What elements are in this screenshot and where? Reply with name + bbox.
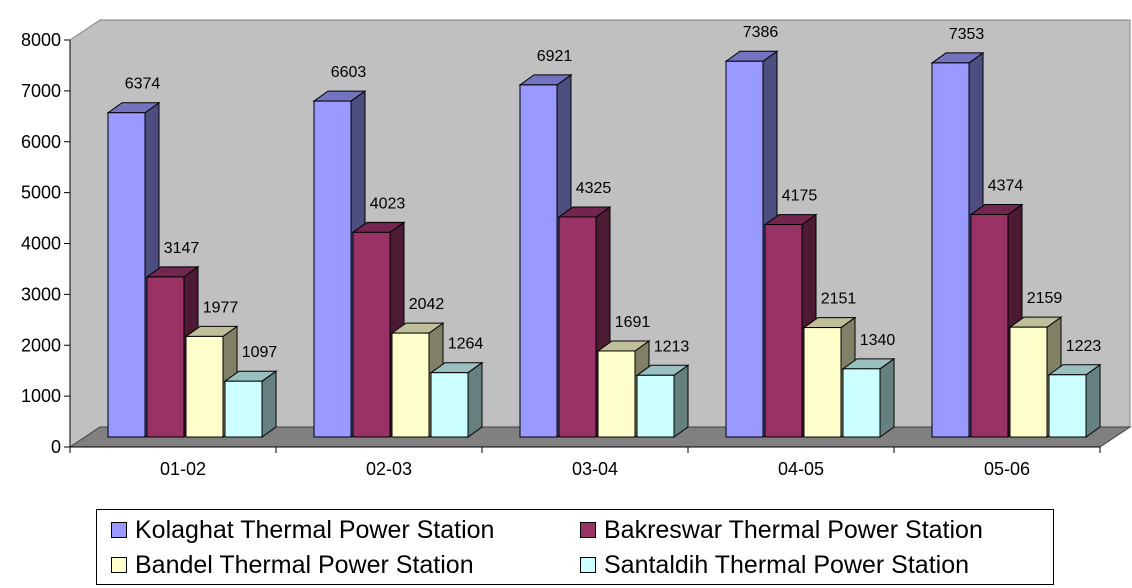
data-label-s0-c4: 7353 — [949, 26, 985, 43]
data-label-s3-c0: 1097 — [242, 344, 278, 361]
y-tick-label-5: 5000 — [21, 183, 61, 203]
y-tick-label-4: 4000 — [21, 234, 61, 254]
bar-s1-c1 — [352, 231, 391, 438]
y-tick-label-6: 6000 — [21, 132, 61, 152]
data-label-s2-c1: 2042 — [409, 296, 445, 313]
data-label-s2-c0: 1977 — [203, 299, 239, 316]
data-label-s3-c2: 1213 — [654, 338, 690, 355]
x-tick-label-0: 01-02 — [160, 459, 206, 479]
legend-item-bakreswar: Bakreswar Thermal Power Station — [580, 515, 983, 545]
bar-s0-c1 — [313, 100, 352, 438]
y-tick-label-8: 8000 — [21, 30, 61, 50]
chart-svg: 0 1000 2000 3000 4000 5000 6000 7000 8000 01-02 02… — [21, 19, 1132, 479]
legend-swatch-bandel — [111, 557, 127, 573]
data-label-s0-c1: 6603 — [331, 64, 367, 81]
bar-s2-c0 — [185, 335, 224, 438]
bar-s3-c1 — [430, 372, 469, 438]
y-tick-label-0: 0 — [51, 437, 61, 457]
data-label-s2-c3: 2151 — [821, 291, 857, 308]
data-label-s0-c0: 6374 — [125, 76, 161, 93]
bar-s1-c3 — [764, 224, 803, 438]
bar-side-s3-c4 — [1085, 363, 1101, 438]
x-tick-label-2: 03-04 — [572, 459, 618, 479]
data-label-s2-c2: 1691 — [615, 314, 651, 331]
x-tick-label-3: 04-05 — [778, 459, 824, 479]
legend-item-bandel: Bandel Thermal Power Station — [111, 550, 474, 580]
bar-s0-c0 — [107, 112, 146, 438]
bar-side-s3-c3 — [879, 357, 895, 438]
legend-swatch-santaldih — [580, 557, 596, 573]
bar-s1-c4 — [970, 213, 1009, 438]
data-label-s3-c3: 1340 — [860, 332, 896, 349]
bar-s0-c3 — [725, 60, 764, 438]
x-tick-label-1: 02-03 — [366, 459, 412, 479]
bar-s3-c2 — [636, 374, 675, 438]
y-tick-label-7: 7000 — [21, 81, 61, 101]
legend-swatch-bakreswar — [580, 522, 596, 538]
bar-s1-c0 — [146, 276, 185, 438]
legend: Kolaghat Thermal Power Station Bakreswar… — [96, 509, 1054, 585]
bar-side-s3-c0 — [261, 370, 277, 438]
bar-s3-c4 — [1048, 374, 1087, 438]
bar-s3-c3 — [842, 368, 881, 438]
data-label-s0-c2: 6921 — [537, 48, 573, 65]
legend-label-santaldih: Santaldih Thermal Power Station — [604, 550, 970, 579]
legend-label-bakreswar: Bakreswar Thermal Power Station — [604, 515, 983, 544]
data-label-s3-c1: 1264 — [448, 336, 484, 353]
legend-label-bandel: Bandel Thermal Power Station — [135, 550, 474, 579]
data-label-s1-c0: 3147 — [164, 240, 200, 257]
data-label-s1-c3: 4175 — [782, 188, 818, 205]
bar-s2-c4 — [1009, 326, 1048, 438]
y-tick-label-1: 1000 — [21, 386, 61, 406]
bar-s1-c2 — [558, 216, 597, 438]
data-label-s1-c4: 4374 — [988, 177, 1024, 194]
y-tick-label-3: 3000 — [21, 284, 61, 304]
legend-label-kolaghat: Kolaghat Thermal Power Station — [135, 515, 495, 544]
data-label-s1-c1: 4023 — [370, 195, 406, 212]
bar-s0-c2 — [519, 84, 558, 438]
legend-item-santaldih: Santaldih Thermal Power Station — [580, 550, 969, 580]
data-label-s3-c4: 1223 — [1066, 338, 1102, 355]
bar-s2-c2 — [597, 350, 636, 438]
data-label-s2-c4: 2159 — [1027, 290, 1063, 307]
bar-s3-c0 — [224, 380, 263, 438]
data-label-s1-c2: 4325 — [576, 180, 612, 197]
bar-s0-c4 — [931, 62, 970, 438]
legend-item-kolaghat: Kolaghat Thermal Power Station — [111, 515, 494, 545]
legend-swatch-kolaghat — [111, 522, 127, 538]
bar-side-s3-c2 — [673, 364, 689, 438]
y-tick-label-2: 2000 — [21, 335, 61, 355]
bar-s2-c3 — [803, 327, 842, 438]
data-label-s0-c3: 7386 — [743, 24, 779, 41]
bar-side-s3-c1 — [467, 361, 483, 438]
bar-s2-c1 — [391, 332, 430, 438]
x-tick-label-4: 05-06 — [984, 459, 1030, 479]
